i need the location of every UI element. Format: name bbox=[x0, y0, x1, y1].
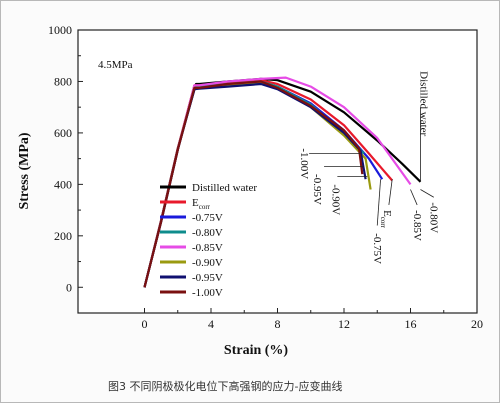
x-tick-label: 20 bbox=[471, 317, 483, 331]
curve-label: -0.80V bbox=[427, 202, 439, 233]
y-tick-label: 600 bbox=[54, 126, 72, 140]
curve-label: -0.90V bbox=[329, 184, 341, 215]
curve-label: -0.95V bbox=[311, 174, 323, 205]
series-line-8 bbox=[143, 80, 364, 288]
pointer-line bbox=[388, 179, 393, 205]
legend-label: Distilled water bbox=[192, 182, 257, 194]
curve-label: -0.85V bbox=[411, 210, 423, 241]
curve-label-subscript: corr bbox=[379, 217, 387, 229]
y-tick-label: 1000 bbox=[48, 23, 72, 37]
pointer-line bbox=[376, 179, 381, 226]
legend-label: -0.75V bbox=[192, 212, 223, 224]
curve-label: -1.00V bbox=[298, 148, 310, 179]
x-tick-label: 8 bbox=[275, 317, 281, 331]
legend-label: -0.85V bbox=[192, 242, 223, 254]
y-tick-label: 200 bbox=[54, 229, 72, 243]
curve-label: Distilled water bbox=[417, 71, 429, 136]
legend: Distilled waterEcorr-0.75V-0.80V-0.85V-0… bbox=[160, 182, 257, 299]
plot-area bbox=[77, 29, 478, 314]
legend-label-subscript: corr bbox=[199, 203, 211, 211]
x-tick-label: 4 bbox=[208, 317, 214, 331]
y-axis-title: Stress (MPa) bbox=[17, 132, 32, 209]
y-tick-label: 800 bbox=[54, 74, 72, 88]
figure-caption: 图3 不同阴极极化电位下高强钢的应力-应变曲线 bbox=[108, 380, 343, 393]
curve-labels: Distilled water-0.80V-0.85VEcorr-0.75V-1… bbox=[298, 71, 440, 264]
curve-label: -0.75V bbox=[371, 233, 383, 264]
legend-label: -1.00V bbox=[192, 287, 223, 299]
y-tick-label: 400 bbox=[54, 177, 72, 191]
x-tick-label: 0 bbox=[142, 317, 148, 331]
x-axis-title: Strain (%) bbox=[224, 343, 289, 358]
x-tick-label: 16 bbox=[405, 317, 417, 331]
legend-label: -0.95V bbox=[192, 272, 223, 284]
legend-label: -0.80V bbox=[192, 227, 223, 239]
y-tick-label: 0 bbox=[66, 280, 72, 294]
x-tick-label: 12 bbox=[338, 317, 350, 331]
pointer-line bbox=[420, 189, 434, 198]
legend-label: -0.90V bbox=[192, 257, 223, 269]
pointer-line bbox=[410, 189, 418, 206]
series-layer bbox=[143, 76, 422, 288]
condition-annotation: 4.5MPa bbox=[98, 59, 133, 71]
